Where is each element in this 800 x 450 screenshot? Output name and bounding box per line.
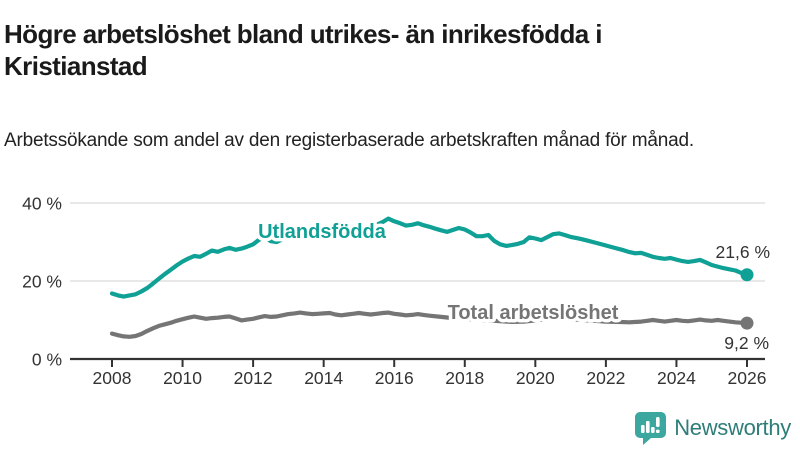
x-tick-label-2016: 2016 [375,368,414,388]
series-label-1: Utlandsfödda [258,221,387,243]
newsworthy-chart-bubble-icon [635,412,667,445]
newsworthy-logo: Newsworthy [634,411,791,445]
chart-subtitle: Arbetssökande som andel av den registerb… [4,130,694,151]
series-line-1 [109,216,750,299]
x-tick-label-2010: 2010 [163,368,202,388]
series-end-dot-1 [740,268,754,282]
x-tick-label-2020: 2020 [516,368,555,388]
series-end-value-0: 9,2 % [724,333,769,353]
x-tick-label-2018: 2018 [445,368,484,388]
y-tick-label-0: 0 % [32,350,62,370]
x-tick-label-2012: 2012 [234,368,273,388]
series-end-dot-0 [740,316,754,330]
y-tick-label-20: 20 % [22,272,62,292]
y-tick-label-40: 40 % [22,194,62,214]
series-line-0 [109,310,750,339]
series-label-0: Total arbetslöshet [448,302,619,324]
series-end-value-1: 21,6 % [716,242,770,262]
x-tick-label-2008: 2008 [93,368,132,388]
newsworthy-brand-text: Newsworthy [674,415,791,440]
page-title: Högre arbetslöshet bland utrikes- än inr… [4,19,602,82]
x-tick-label-2014: 2014 [304,368,343,388]
x-tick-label-2024: 2024 [657,368,696,388]
x-tick-label-2026: 2026 [728,368,767,388]
x-tick-label-2022: 2022 [586,368,625,388]
